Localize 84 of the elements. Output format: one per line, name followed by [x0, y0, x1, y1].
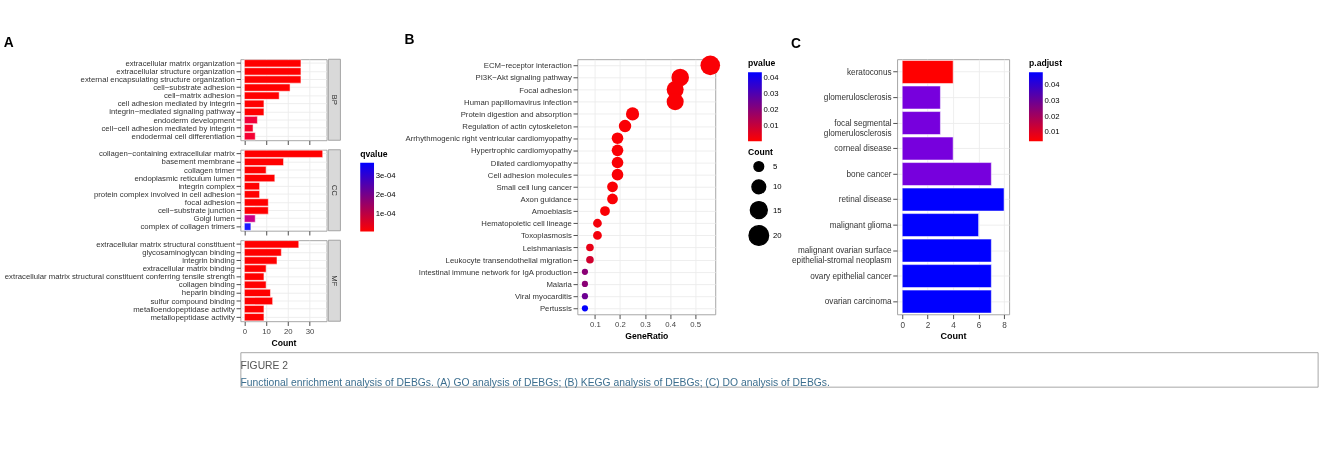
color-bar-label: 3e-04 — [375, 171, 397, 181]
x-tick-label: 0 — [242, 326, 247, 336]
y-tick-label: metallopeptidase activity — [150, 312, 235, 322]
y-tick-label: Regulation of actin cytoskeleton — [462, 122, 572, 132]
legend-label: 20 — [773, 231, 782, 241]
legend-title: Count — [748, 146, 774, 157]
y-tick-label: endoderm development — [153, 115, 236, 125]
y-tick-label: extracellular matrix binding — [142, 264, 235, 274]
color-bar-label: 0.04 — [1044, 80, 1061, 90]
y-tick-label: cell−matrix adhesion — [163, 91, 235, 101]
x-tick-label: 0.4 — [665, 319, 677, 329]
color-bar-label: 1e-04 — [375, 208, 397, 218]
color-bar-title: p.adjust — [1028, 58, 1063, 69]
y-tick-label: cell−substrate junction — [157, 206, 235, 216]
y-tick-label: Axon guidance — [520, 194, 572, 204]
text: Functional enrichment analysis of DEBGs. (A) GO analysis of DEBGs; (B) KEGG analysis of DEBGs; (C) DO analysis of DEBGs. — [240, 376, 830, 388]
y-tick-label: Hypertrophic cardiomyopathy — [471, 146, 572, 156]
y-tick-label: Focal adhesion — [519, 85, 572, 95]
y-tick-label: Hematopoietic cell lineage — [481, 219, 572, 229]
y-tick-label: collagen trimer — [184, 165, 236, 175]
x-tick-label: 0.1 — [590, 319, 601, 329]
y-tick-label: Leukocyte transendothelial migration — [445, 255, 572, 265]
y-tick-label: Small cell lung cancer — [496, 182, 573, 192]
text: MF — [329, 275, 339, 287]
color-bar-label: 0.03 — [763, 89, 779, 99]
y-tick-label: protein complex involved in cell adhesion — [93, 189, 235, 199]
y-tick-label: endodermal cell differentiation — [131, 131, 235, 141]
y-tick-label: Viral myocarditis — [515, 292, 572, 302]
x-tick-label: 0.5 — [690, 319, 702, 329]
legend-label: 5 — [773, 162, 778, 172]
text: B — [404, 31, 415, 47]
y-tick-label: integrin binding — [182, 256, 235, 266]
y-tick-label: Leishmaniasis — [522, 243, 572, 253]
caption: FIGURE 2 — [240, 359, 289, 371]
color-bar-label: 0.03 — [1044, 95, 1060, 105]
y-tick-label: focal adhesion — [184, 197, 235, 207]
y-tick-label: external encapsulating structure organization — [80, 75, 235, 85]
color-bar-label: 0.01 — [1044, 127, 1060, 137]
text: BP — [329, 94, 339, 105]
y-tick-label: integrin complex — [178, 181, 235, 191]
y-tick-label: Toxoplasmosis — [520, 231, 572, 241]
color-bar-label: 0.02 — [1044, 111, 1060, 121]
y-tick-label: Dilated cardiomyopathy — [490, 158, 572, 168]
y-tick-label: Golgi lumen — [193, 214, 235, 224]
text: CC — [329, 184, 339, 197]
y-tick-label: Cell adhesion molecules — [487, 170, 572, 180]
y-tick-label: sulfur compound binding — [150, 296, 235, 306]
x-tick-label: 10 — [262, 326, 271, 336]
color-bar-label: 0.02 — [763, 105, 779, 115]
x-tick-label: 30 — [305, 326, 315, 336]
y-tick-label: Pertussis — [539, 304, 572, 314]
y-tick-label: Protein digestion and absorption — [460, 109, 572, 119]
text: A — [3, 35, 14, 51]
y-tick-label: endoplasmic reticulum lumen — [134, 173, 235, 183]
text: C — [791, 35, 802, 51]
x-tick-label: 0.2 — [615, 319, 626, 329]
y-tick-label: ECM−receptor interaction — [483, 61, 572, 71]
color-bar-label: 0.04 — [763, 73, 780, 83]
x-tick-label: 0.3 — [640, 319, 651, 329]
y-tick-label: Intestinal immune network for IgA production — [418, 267, 572, 277]
y-tick-label: extracellular matrix organization — [125, 58, 235, 68]
y-tick-label: PI3K−Akt signaling pathway — [475, 73, 572, 83]
x-tick-label: 20 — [284, 326, 293, 336]
y-tick-label: metalloendopeptidase activity — [133, 304, 235, 314]
x-axis-title: Count — [940, 331, 967, 342]
x-axis-title: GeneRatio — [625, 330, 669, 341]
legend-label: 10 — [773, 182, 782, 192]
y-tick-label: Amoebiasis — [531, 207, 572, 217]
color-bar-title: pvalue — [748, 58, 776, 69]
y-tick-label: cell−substrate adhesion — [153, 83, 235, 93]
y-tick-label: glycosaminoglycan binding — [142, 247, 235, 257]
y-tick-label: Malaria — [546, 279, 573, 289]
y-tick-label: extracellular matrix structural constituent — [96, 239, 236, 249]
color-bar-label: 2e-04 — [375, 189, 397, 199]
x-axis-title: Count — [271, 337, 297, 348]
y-tick-label: cell adhesion mediated by integrin — [117, 99, 235, 109]
color-bar-label: 0.01 — [763, 121, 779, 131]
y-tick-label: collagen−containing extracellular matrix — [98, 149, 235, 159]
y-tick-label: Arrhythmogenic right ventricular cardiomyopathy — [405, 134, 572, 144]
y-tick-label: extracellular structure organization — [116, 66, 235, 76]
y-tick-label: cell−cell adhesion mediated by integrin — [101, 123, 235, 133]
legend-label: 15 — [773, 205, 782, 215]
y-tick-label: Human papillomavirus infection — [464, 97, 572, 107]
color-bar-title: qvalue — [360, 148, 388, 159]
